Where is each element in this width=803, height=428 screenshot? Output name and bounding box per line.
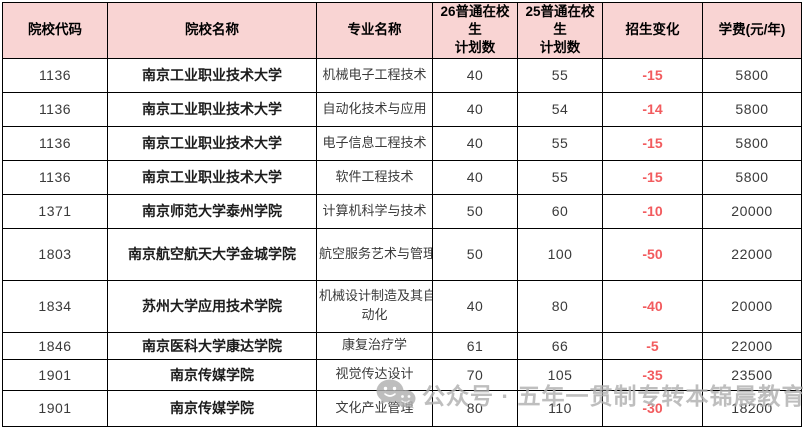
cell-major: 机械电子工程技术: [316, 57, 433, 93]
cell-plan25: 110: [517, 389, 603, 427]
cell-plan25: 54: [517, 91, 603, 127]
cell-college: 南京师范大学泰州学院: [107, 193, 317, 229]
cell-major: 文化产业管理: [316, 389, 433, 427]
cell-fee: 5800: [702, 125, 802, 161]
cell-fee: 20000: [702, 193, 802, 229]
cell-major: 电子信息工程技术: [316, 125, 433, 161]
cell-change: -40: [602, 279, 703, 333]
table-row: 1136 南京工业职业技术大学 自动化技术与应用 40 54 -14 5800: [2, 91, 802, 127]
cell-college: 南京医科大学康达学院: [107, 331, 317, 360]
cell-change: -10: [602, 193, 703, 229]
cell-college: 南京航空航天大学金城学院: [107, 227, 317, 281]
cell-code: 1136: [2, 159, 108, 195]
cell-fee: 5800: [702, 91, 802, 127]
cell-college: 南京工业职业技术大学: [107, 57, 317, 93]
cell-change: -14: [602, 91, 703, 127]
cell-code: 1136: [2, 91, 108, 127]
cell-fee: 20000: [702, 279, 802, 333]
table-row: 1371 南京师范大学泰州学院 计算机科学与技术 50 60 -10 20000: [2, 193, 802, 229]
cell-plan26: 50: [432, 193, 518, 229]
cell-change: -35: [602, 358, 703, 391]
cell-major: 航空服务艺术与管理: [316, 227, 433, 281]
table-header: 院校代码 院校名称 专业名称 26普通在校生 计划数 25普通在校生 计划数 招生变化 学费…: [2, 2, 802, 59]
cell-major: 计算机科学与技术: [316, 193, 433, 229]
cell-major: 康复治疗学: [316, 331, 433, 360]
cell-plan25: 66: [517, 331, 603, 360]
cell-plan25: 80: [517, 279, 603, 333]
cell-change: -15: [602, 125, 703, 161]
column-header-major-name: 专业名称: [316, 2, 433, 59]
cell-fee: 22000: [702, 227, 802, 281]
cell-college: 南京工业职业技术大学: [107, 125, 317, 161]
table-row: 1136 南京工业职业技术大学 机械电子工程技术 40 55 -15 5800: [2, 57, 802, 93]
cell-plan26: 80: [432, 389, 518, 427]
cell-plan25: 100: [517, 227, 603, 281]
cell-code: 1901: [2, 389, 108, 427]
cell-plan26: 40: [432, 279, 518, 333]
cell-fee: 22000: [702, 331, 802, 360]
cell-code: 1371: [2, 193, 108, 229]
cell-code: 1136: [2, 57, 108, 93]
table-row: 1901 南京传媒学院 文化产业管理 80 110 -30 18200: [2, 389, 802, 427]
cell-code: 1803: [2, 227, 108, 281]
cell-college: 苏州大学应用技术学院: [107, 279, 317, 333]
cell-code: 1136: [2, 125, 108, 161]
table-body: 1136 南京工业职业技术大学 机械电子工程技术 40 55 -15 5800 1136 南京工…: [2, 57, 802, 427]
cell-plan25: 55: [517, 57, 603, 93]
cell-plan26: 40: [432, 57, 518, 93]
cell-major: 自动化技术与应用: [316, 91, 433, 127]
cell-change: -5: [602, 331, 703, 360]
cell-change: -30: [602, 389, 703, 427]
column-header-tuition: 学费(元/年): [702, 2, 802, 59]
cell-plan26: 40: [432, 159, 518, 195]
cell-plan25: 105: [517, 358, 603, 391]
cell-college: 南京工业职业技术大学: [107, 91, 317, 127]
cell-change: -50: [602, 227, 703, 281]
cell-plan26: 50: [432, 227, 518, 281]
table-row: 1846 南京医科大学康达学院 康复治疗学 61 66 -5 22000: [2, 331, 802, 360]
table-row: 1834 苏州大学应用技术学院 机械设计制造及其自 动化 40 80 -40 20000: [2, 279, 802, 333]
column-header-enrollment-change: 招生变化: [602, 2, 703, 59]
cell-plan25: 55: [517, 125, 603, 161]
cell-major: 机械设计制造及其自 动化: [316, 279, 433, 333]
table-row: 1803 南京航空航天大学金城学院 航空服务艺术与管理 50 100 -50 22000: [2, 227, 802, 281]
cell-plan26: 70: [432, 358, 518, 391]
table-row: 1901 南京传媒学院 视觉传达设计 70 105 -35 23500: [2, 358, 802, 391]
column-header-plan-2026: 26普通在校生 计划数: [432, 2, 518, 59]
cell-college: 南京传媒学院: [107, 358, 317, 391]
cell-fee: 5800: [702, 57, 802, 93]
cell-code: 1834: [2, 279, 108, 333]
table-row: 1136 南京工业职业技术大学 软件工程技术 40 55 -15 5800: [2, 159, 802, 195]
cell-change: -15: [602, 159, 703, 195]
cell-code: 1901: [2, 358, 108, 391]
cell-plan26: 40: [432, 91, 518, 127]
column-header-college-code: 院校代码: [2, 2, 108, 59]
cell-college: 南京工业职业技术大学: [107, 159, 317, 195]
column-header-plan-2025: 25普通在校生 计划数: [517, 2, 603, 59]
cell-fee: 18200: [702, 389, 802, 427]
cell-code: 1846: [2, 331, 108, 360]
cell-plan26: 61: [432, 331, 518, 360]
cell-change: -15: [602, 57, 703, 93]
cell-major: 视觉传达设计: [316, 358, 433, 391]
cell-fee: 5800: [702, 159, 802, 195]
column-header-college-name: 院校名称: [107, 2, 317, 59]
cell-plan26: 40: [432, 125, 518, 161]
cell-college: 南京传媒学院: [107, 389, 317, 427]
header-row: 院校代码 院校名称 专业名称 26普通在校生 计划数 25普通在校生 计划数 招生变化 学费…: [2, 2, 802, 59]
cell-fee: 23500: [702, 358, 802, 391]
cell-major: 软件工程技术: [316, 159, 433, 195]
table-row: 1136 南京工业职业技术大学 电子信息工程技术 40 55 -15 5800: [2, 125, 802, 161]
cell-plan25: 60: [517, 193, 603, 229]
cell-plan25: 55: [517, 159, 603, 195]
